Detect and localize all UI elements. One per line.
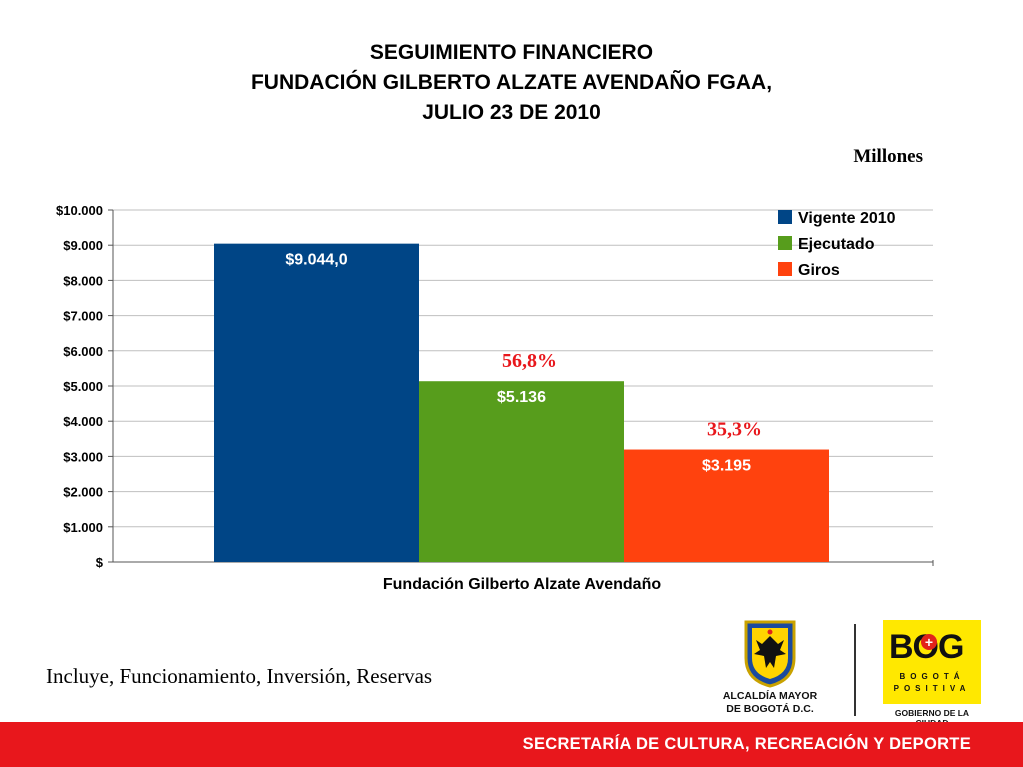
y-tick-label: $4.000: [63, 414, 103, 429]
footer-text: SECRETARÍA DE CULTURA, RECREACIÓN Y DEPO…: [522, 735, 971, 753]
bar-3: [624, 449, 829, 562]
bog-logo-sub1: BOGOTÁ: [899, 672, 965, 681]
legend-label: Vigente 2010: [798, 210, 896, 227]
unit-label: Millones: [853, 146, 923, 167]
y-tick-label: $2.000: [63, 485, 103, 500]
y-tick-label: $: [96, 555, 104, 570]
plus-icon: +: [921, 634, 937, 650]
bar-data-label: $5.136: [497, 389, 546, 406]
alcaldia-caption-line-2: DE BOGOTÁ D.C.: [726, 703, 814, 715]
y-tick-label: $7.000: [63, 309, 103, 324]
alcaldia-logo: ALCALDÍA MAYOR DE BOGOTÁ D.C.: [700, 618, 840, 718]
bogota-coat-of-arms-icon: [744, 620, 796, 688]
title-line-2: FUNDACIÓN GILBERTO ALZATE AVENDAÑO FGAA,: [250, 71, 773, 94]
y-tick-label: $8.000: [63, 273, 103, 288]
bog-logo-sub2: POSITIVA: [893, 684, 971, 693]
page-title: SEGUIMIENTO FINANCIERO FUNDACIÓN GILBERT…: [0, 38, 1023, 128]
bar-percent-annotation: 56,8%: [502, 350, 557, 372]
y-tick-label: $3.000: [63, 449, 103, 464]
y-tick-label: $6.000: [63, 344, 103, 359]
bar-data-label: $9.044,0: [285, 252, 347, 269]
alcaldia-caption: ALCALDÍA MAYOR DE BOGOTÁ D.C.: [700, 690, 840, 716]
legend-swatch: [778, 262, 792, 276]
title-line-3: JULIO 23 DE 2010: [422, 101, 601, 124]
title-line-1: SEGUIMIENTO FINANCIERO: [369, 41, 654, 64]
bogota-positiva-logo: BOG + BOGOTÁ POSITIVA GOBIERNO DE LA CIU…: [883, 620, 981, 728]
y-tick-label: $9.000: [63, 238, 103, 253]
bar-1: [214, 243, 419, 563]
legend-swatch: [778, 236, 792, 250]
logo-divider: [854, 624, 856, 716]
x-axis-label: Fundación Gilberto Alzate Avendaño: [383, 576, 661, 593]
bar-data-label: $3.195: [702, 458, 751, 475]
footer-bar: SECRETARÍA DE CULTURA, RECREACIÓN Y DEPO…: [0, 722, 1023, 767]
footnote: Incluye, Funcionamiento, Inversión, Rese…: [46, 664, 433, 688]
bar-percent-annotation: 35,3%: [707, 419, 762, 441]
legend-label: Giros: [798, 262, 840, 279]
alcaldia-caption-line-1: ALCALDÍA MAYOR: [722, 690, 818, 702]
bar-chart: $ $1.000 $2.000 $3.000 $4.000 $5.000 $6.000 $7.…: [56, 203, 934, 593]
bar-2: [419, 381, 624, 562]
y-tick-label: $10.000: [56, 203, 103, 218]
legend-swatch: [778, 210, 792, 224]
y-tick-label: $1.000: [63, 520, 103, 535]
legend-label: Ejecutado: [798, 236, 875, 253]
y-tick-label: $5.000: [63, 379, 103, 394]
